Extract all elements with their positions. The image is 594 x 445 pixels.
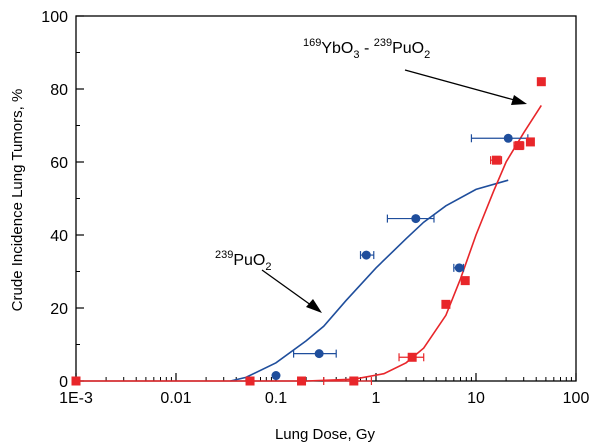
ybo3-puo2-data-point bbox=[407, 352, 417, 362]
axes bbox=[75, 15, 577, 382]
error-bars bbox=[293, 134, 529, 385]
y-tick-label: 40 bbox=[50, 228, 68, 245]
ybo3-puo2-data-point bbox=[460, 276, 470, 286]
y-axis-label: Crude Incidence Lung Tumors, % bbox=[9, 89, 26, 312]
puo2-data-point bbox=[411, 214, 421, 224]
annotation-puo2-superscript: 239 bbox=[215, 249, 233, 261]
annotation-ybo3-puo2: 169YbO3 - 239PuO2 bbox=[303, 37, 430, 61]
annotation-puo2-subscript: 2 bbox=[265, 261, 271, 273]
y-ticks: 0 20 40 60 80 100 bbox=[41, 9, 84, 391]
arrow-ybo3-puo2 bbox=[404, 69, 527, 105]
annotation-pu-superscript: 239 bbox=[374, 37, 392, 49]
annotation-pu-base: PuO bbox=[392, 40, 424, 57]
puo2-data-point bbox=[314, 349, 324, 359]
annotation-yb-subscript: 3 bbox=[353, 49, 359, 61]
data-markers bbox=[71, 77, 546, 386]
x-tick-label: 10 bbox=[467, 390, 485, 407]
annotation-pu-subscript: 2 bbox=[424, 49, 430, 61]
puo2-data-point bbox=[503, 133, 513, 143]
arrow-puo2 bbox=[261, 269, 322, 313]
x-tick-label: 1 bbox=[372, 390, 381, 407]
plot-frame bbox=[75, 15, 577, 382]
x-tick-label: 0.1 bbox=[265, 390, 287, 407]
annotation-yb-dash: - bbox=[360, 40, 374, 57]
ybo3-puo2-data-point bbox=[71, 376, 81, 386]
puo2-data-point bbox=[454, 263, 464, 273]
y-tick-label: 20 bbox=[50, 301, 68, 318]
ybo3-puo2-data-point bbox=[491, 155, 501, 165]
ybo3-puo2-data-point bbox=[297, 376, 307, 386]
ybo3-puo2-data-point bbox=[514, 141, 524, 151]
x-tick-label: 0.01 bbox=[160, 390, 191, 407]
ybo3-puo2-data-point bbox=[441, 299, 451, 309]
y-tick-label: 0 bbox=[59, 374, 68, 391]
y-tick-label: 80 bbox=[50, 82, 68, 99]
puo2-data-point bbox=[361, 250, 371, 260]
annotation-puo2: 239PuO2 bbox=[215, 249, 272, 273]
puo2-fit-curve bbox=[230, 179, 509, 382]
ybo3-puo2-data-point bbox=[536, 77, 546, 87]
puo2-data-point bbox=[271, 371, 281, 381]
ybo3-puo2-data-point bbox=[349, 376, 359, 386]
x-axis-label: Lung Dose, Gy bbox=[275, 426, 376, 443]
annotation-yb-base: YbO bbox=[321, 40, 353, 57]
annotation-puo2-base: PuO bbox=[233, 252, 265, 269]
y-tick-label: 60 bbox=[50, 155, 68, 172]
x-tick-label: 1E-3 bbox=[59, 390, 93, 407]
fit-curves bbox=[76, 104, 542, 382]
x-tick-label: 100 bbox=[563, 390, 590, 407]
annotation-yb-superscript: 169 bbox=[303, 37, 321, 49]
ybo3-puo2-data-point bbox=[525, 137, 535, 147]
y-tick-label: 100 bbox=[41, 9, 68, 26]
ybo3-puo2-data-point bbox=[245, 376, 255, 386]
